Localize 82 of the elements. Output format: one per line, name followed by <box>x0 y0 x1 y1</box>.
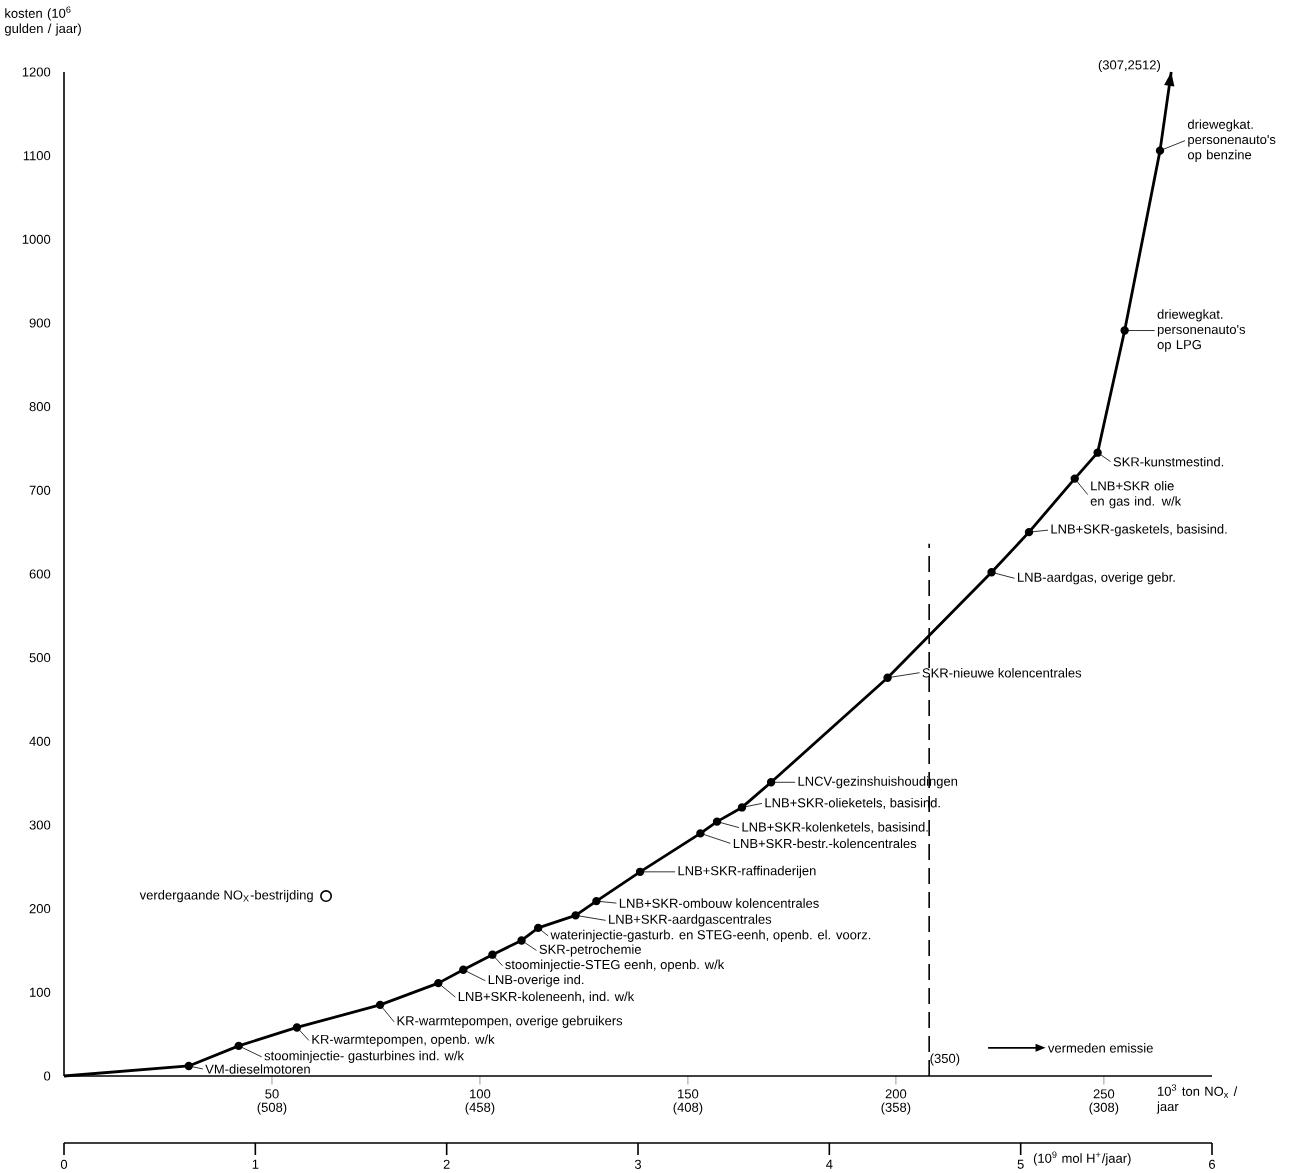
point <box>1024 527 1034 537</box>
annotation: LNB+SKR-raffinaderijen <box>678 865 816 878</box>
y-tick-label: 1200 <box>22 67 51 77</box>
annotation: (350) <box>930 1053 960 1066</box>
y-tick-label: 1000 <box>22 234 51 244</box>
point <box>1093 448 1102 457</box>
annotation: LNB+SKR-gasketels, basisind. <box>1051 523 1227 537</box>
text: (358) <box>881 1102 911 1115</box>
y-tick-label: 1100 <box>23 150 51 161</box>
x2-axis-title: (10$^{9}$ mol H$^{+}$/jaar) <box>1033 1151 1131 1166</box>
annotation: stoominjectie- gasturbines ind. w/k <box>264 1050 464 1063</box>
annotation: LNB+SKR-kolenketels, basisind. <box>742 821 928 834</box>
x2-tick-label: 2 <box>443 1159 450 1169</box>
text: (408) <box>673 1102 703 1115</box>
point <box>883 673 892 682</box>
point <box>234 1041 243 1050</box>
y-tick-label: 300 <box>29 820 51 830</box>
point <box>375 1000 385 1009</box>
point <box>459 965 468 974</box>
x-tick-label: 250 <box>1093 1089 1115 1099</box>
point <box>635 867 645 876</box>
point <box>1120 326 1129 335</box>
point <box>696 829 705 838</box>
annotation: KR-warmtepompen, overige gebruikers <box>397 1015 623 1028</box>
point <box>320 889 333 902</box>
point <box>517 936 526 945</box>
x2-tick-label: 1 <box>252 1159 259 1169</box>
y-tick-label: 0 <box>44 1071 51 1081</box>
y-tick-label: 400 <box>29 736 51 746</box>
annotation: VM-dieselmotoren <box>205 1064 310 1074</box>
annotation: SKR-kunstmestind. <box>1113 456 1224 467</box>
x2-tick-label: 3 <box>634 1159 642 1169</box>
point <box>987 567 996 577</box>
text: (508) <box>257 1102 287 1115</box>
x2-tick-label: 4 <box>826 1159 833 1169</box>
annotation: stoominjectie-STEG eenh, openb. w/k <box>505 959 725 972</box>
annotation: LNB+SKR-aardgascentrales <box>609 914 772 927</box>
text: (458) <box>465 1102 495 1115</box>
annotation: (307,2512) <box>1098 59 1161 72</box>
text: 10$^{3}$ ton NO$_{x}$ / jaar <box>1156 1084 1238 1114</box>
y-axis-title: kosten (10$^{6}$ gulden / jaar) <box>4 6 81 36</box>
y-tick-label: 900 <box>29 318 51 328</box>
annotation: LNB+SKR-koleneenh, ind. w/k <box>458 991 635 1003</box>
annotation: driewegkat. personenauto's op LPG <box>1157 309 1246 352</box>
point <box>766 777 776 787</box>
annotation: driewegkat. personenauto's op benzine <box>1187 119 1276 162</box>
annotation: vermeden emissie <box>1047 1042 1153 1053</box>
y-tick-label: 600 <box>29 569 51 579</box>
point <box>184 1061 193 1071</box>
annotation: LNB-aardgas, overige gebr. <box>1018 572 1175 585</box>
annotation: KR-warmtepompen, openb. w/k <box>312 1034 495 1047</box>
y-tick-label: 500 <box>29 652 51 663</box>
x-tick-label: 200 <box>885 1089 907 1099</box>
y-tick-label: 100 <box>30 987 51 997</box>
x-tick-label: 150 <box>678 1089 699 1099</box>
point <box>292 1023 302 1032</box>
annotation: LNB-overige ind. <box>488 974 584 987</box>
y-tick-label: 200 <box>29 903 51 914</box>
annotation: waterinjectie-gasturb. en STEG-eenh, openb. el. voorz. <box>550 929 871 942</box>
annotation: SKR-nieuwe kolencentrales <box>922 667 1082 678</box>
y-tick-label: 800 <box>29 401 51 412</box>
y-tick-label: 700 <box>29 485 51 495</box>
point <box>592 896 601 906</box>
x-tick-label: 50 <box>265 1089 279 1099</box>
point <box>1070 474 1079 483</box>
annotation: SKR-petrochemie <box>539 944 641 957</box>
x2-tick-label: 0 <box>60 1159 68 1169</box>
x2-tick-label: 6 <box>1209 1159 1216 1169</box>
point <box>1155 146 1165 155</box>
point <box>712 817 722 826</box>
point <box>488 950 497 959</box>
point <box>737 803 747 812</box>
annotation: LNB+SKR-ombouw kolencentrales <box>619 898 819 908</box>
x2-tick-label: 5 <box>1017 1159 1024 1169</box>
annotation: LNB+SKR olie en gas ind. w/k <box>1090 480 1182 509</box>
text: (308) <box>1089 1102 1119 1115</box>
point <box>533 923 543 932</box>
annotation: LNB+SKR-bestr.-kolencentrales <box>733 838 917 848</box>
point <box>434 978 443 988</box>
point <box>571 911 580 920</box>
x-tick-label: 100 <box>470 1089 491 1099</box>
series-label: verdergaande NO$_{X}$-bestrijding <box>139 889 313 903</box>
